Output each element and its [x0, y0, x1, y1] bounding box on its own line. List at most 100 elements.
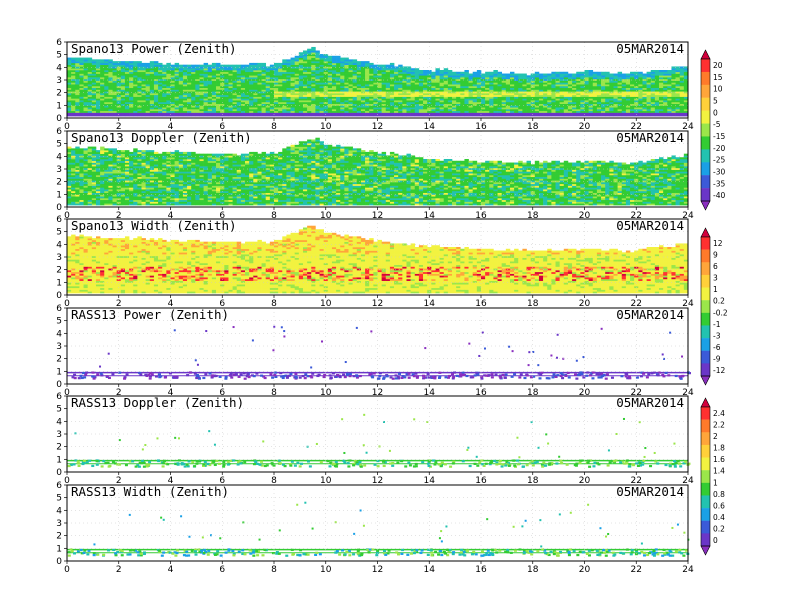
data-cell — [298, 114, 304, 117]
data-cell — [141, 85, 146, 89]
data-cell — [153, 93, 159, 96]
data-cell — [124, 91, 130, 94]
data-cell — [187, 110, 192, 113]
data-cell — [547, 93, 552, 96]
data-cell — [319, 105, 324, 108]
data-cell — [116, 157, 122, 160]
data-cell — [282, 101, 287, 104]
data-cell — [112, 61, 117, 64]
data-cell — [654, 103, 660, 106]
data-cell — [609, 109, 614, 112]
data-cell — [406, 93, 411, 96]
data-cell — [377, 94, 382, 97]
data-cell — [567, 84, 573, 87]
data-cell — [75, 110, 80, 113]
data-cell — [605, 96, 610, 99]
data-cell — [104, 101, 109, 104]
data-cell — [526, 110, 531, 113]
data-cell — [100, 203, 105, 206]
data-cell — [389, 114, 395, 117]
data-cell — [617, 107, 623, 110]
data-cell — [87, 158, 93, 162]
data-cell — [224, 78, 229, 81]
data-cell — [182, 98, 188, 101]
data-cell — [369, 75, 374, 78]
data-cell — [170, 114, 175, 117]
data-cell — [129, 171, 134, 174]
data-cell — [311, 66, 316, 69]
data-cell — [605, 109, 610, 112]
data-cell — [485, 71, 490, 74]
data-cell — [129, 174, 134, 178]
data-cell — [509, 93, 515, 96]
data-cell — [456, 94, 461, 97]
data-cell — [331, 100, 337, 103]
data-cell — [133, 199, 138, 202]
data-cell — [104, 173, 109, 176]
data-cell — [178, 112, 184, 115]
data-cell — [199, 73, 204, 76]
data-cell — [95, 201, 101, 204]
data-cell — [431, 84, 436, 87]
data-cell — [509, 91, 515, 94]
data-cell — [216, 84, 221, 87]
data-cell — [104, 98, 109, 101]
data-cell — [257, 98, 262, 101]
data-cell — [71, 57, 76, 60]
data-cell — [468, 73, 474, 76]
data-cell — [120, 178, 126, 181]
data-cell — [265, 98, 271, 101]
data-cell — [166, 105, 171, 108]
data-cell — [489, 77, 494, 80]
data-cell — [671, 82, 676, 85]
data-cell — [381, 80, 387, 83]
data-cell — [149, 85, 155, 89]
data-cell — [91, 192, 97, 195]
data-cell — [108, 105, 113, 108]
data-cell — [385, 85, 391, 89]
data-cell — [178, 73, 184, 76]
data-cell — [129, 183, 134, 186]
data-cell — [613, 103, 618, 106]
data-cell — [659, 112, 664, 115]
data-cell — [116, 87, 122, 90]
data-cell — [601, 87, 606, 90]
data-cell — [315, 73, 320, 76]
data-cell — [567, 85, 573, 89]
data-cell — [100, 160, 105, 163]
data-cell — [638, 96, 643, 99]
data-cell — [100, 162, 105, 165]
data-cell — [439, 110, 445, 113]
data-cell — [141, 190, 146, 193]
data-cell — [95, 66, 101, 69]
data-cell — [91, 87, 97, 90]
data-cell — [141, 173, 146, 176]
data-cell — [518, 98, 523, 101]
data-cell — [315, 103, 320, 106]
data-cell — [91, 112, 97, 115]
data-cell — [207, 69, 213, 73]
data-cell — [182, 78, 188, 81]
data-cell — [116, 167, 122, 170]
data-cell — [158, 66, 163, 69]
data-cell — [191, 100, 196, 103]
data-cell — [609, 94, 614, 97]
data-cell — [269, 98, 275, 101]
data-cell — [683, 109, 689, 112]
data-cell — [625, 105, 631, 108]
data-cell — [679, 71, 685, 74]
data-cell — [216, 87, 221, 90]
data-cell — [423, 114, 428, 117]
data-cell — [377, 85, 382, 89]
data-cell — [91, 166, 97, 169]
data-cell — [576, 107, 581, 110]
data-cell — [352, 98, 358, 101]
data-cell — [191, 98, 196, 101]
data-cell — [468, 107, 474, 110]
data-cell — [129, 180, 134, 183]
data-cell — [166, 100, 171, 103]
data-cell — [356, 107, 362, 110]
data-cell — [340, 71, 345, 74]
data-cell — [398, 68, 403, 71]
data-cell — [236, 66, 242, 69]
